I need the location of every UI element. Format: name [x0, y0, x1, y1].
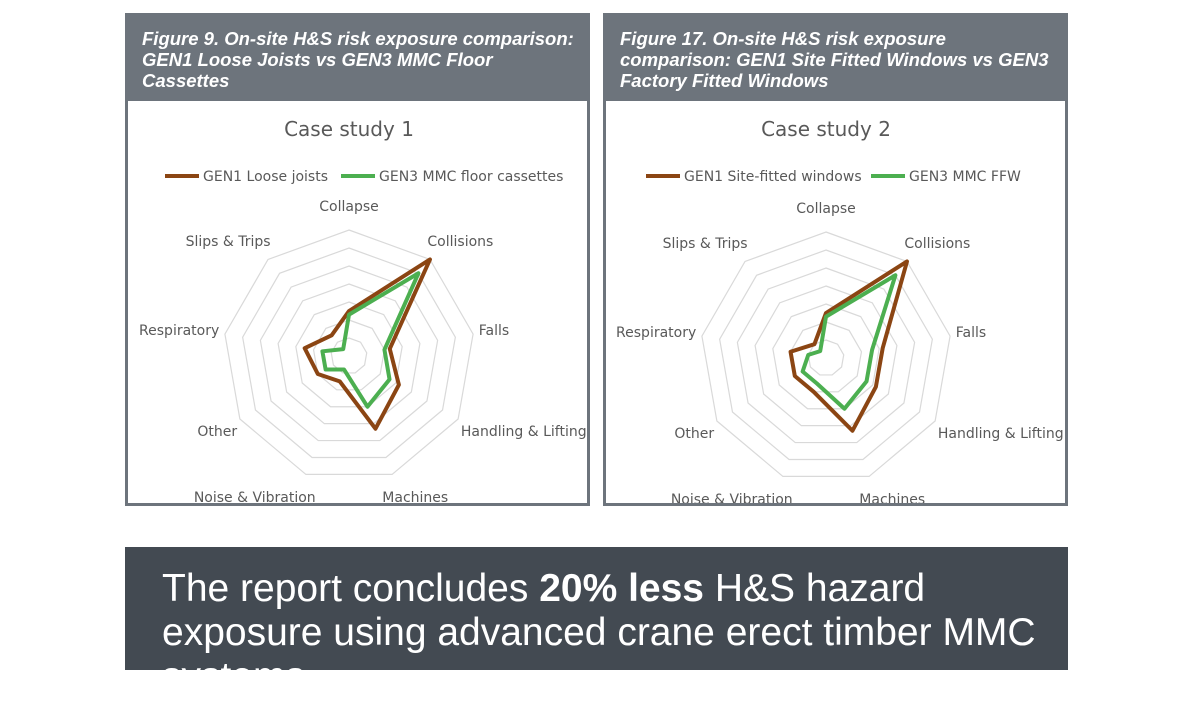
chart-title: Case study 2: [761, 117, 891, 141]
grid-ring: [754, 285, 898, 427]
axis-label-collisions: Collisions: [427, 234, 493, 250]
axis-label-handling-and-lifting: Handling & Lifting: [938, 426, 1064, 442]
series-line-gen1-site-fitted-windows: [788, 259, 909, 433]
radar-chart-case-study-2: Case study 2 GEN1 Site-fitted windows GEN3…: [616, 117, 1064, 503]
series-line-gen3-mmc-ffw: [800, 273, 898, 411]
legend-label-gen3-mmc-floor-cassettes: GEN3 MMC floor cassettes: [379, 169, 563, 185]
axis-label-collapse: Collapse: [319, 199, 379, 215]
chart-title: Case study 1: [284, 117, 414, 141]
axis-label-machines: Machines: [859, 492, 925, 503]
figure-panel-2: Figure 17. On-site H&S risk exposure com…: [603, 13, 1068, 506]
axis-label-collisions: Collisions: [904, 236, 970, 252]
axis-label-handling-and-lifting: Handling & Lifting: [461, 424, 587, 440]
legend-label-gen1-loose-joists: GEN1 Loose joists: [203, 169, 328, 185]
figure-caption: Figure 17. On-site H&S risk exposure com…: [620, 28, 1049, 91]
banner-highlight: 20% less: [539, 567, 705, 610]
grid-ring: [772, 303, 880, 410]
chart-area: Case study 1 GEN1 Loose joists GEN3 MMC fl…: [128, 101, 587, 503]
grid-ring: [277, 283, 421, 425]
axis-label-slips-and-trips: Slips & Trips: [663, 236, 748, 252]
legend-label-gen1-site-fitted-windows: GEN1 Site-fitted windows: [684, 169, 862, 185]
axis-label-noise-and-vibration: Noise & Vibration: [671, 492, 793, 503]
banner-text-before: The report concludes: [162, 567, 540, 610]
conclusion-banner: The report concludes 20% less H&S hazard…: [125, 547, 1068, 698]
axis-label-other: Other: [197, 424, 237, 440]
grid-ring: [259, 265, 439, 442]
figure-panel-1: Figure 9. On-site H&S risk exposure comp…: [125, 13, 590, 506]
legend-label-gen3-mmc-ffw: GEN3 MMC FFW: [909, 169, 1021, 185]
axis-label-slips-and-trips: Slips & Trips: [186, 234, 271, 250]
chart-area: Case study 2 GEN1 Site-fitted windows GEN3…: [606, 101, 1065, 503]
axis-label-respiratory: Respiratory: [616, 325, 696, 341]
figure-caption: Figure 9. On-site H&S risk exposure comp…: [142, 28, 574, 91]
grid-ring: [330, 337, 368, 374]
grid-ring: [807, 339, 845, 376]
axis-label-other: Other: [674, 426, 714, 442]
radar-chart-case-study-1: Case study 1 GEN1 Loose joists GEN3 MMC fl…: [139, 117, 587, 503]
grid-ring: [242, 247, 456, 459]
axis-label-collapse: Collapse: [796, 201, 856, 217]
axis-label-falls: Falls: [479, 323, 509, 339]
axis-label-respiratory: Respiratory: [139, 323, 219, 339]
axis-label-noise-and-vibration: Noise & Vibration: [194, 490, 316, 503]
grid-ring: [701, 231, 951, 478]
axis-label-falls: Falls: [956, 325, 986, 341]
grid-ring: [736, 267, 916, 444]
series-line-gen1-loose-joists: [302, 257, 432, 431]
banner-text-after: H&S hazard exposure using advanced crane…: [162, 567, 1036, 698]
axis-label-machines: Machines: [382, 490, 448, 503]
grid-ring: [719, 249, 933, 461]
grid-ring: [224, 229, 474, 476]
series-line-gen3-mmc-floor-cassettes: [320, 271, 421, 409]
